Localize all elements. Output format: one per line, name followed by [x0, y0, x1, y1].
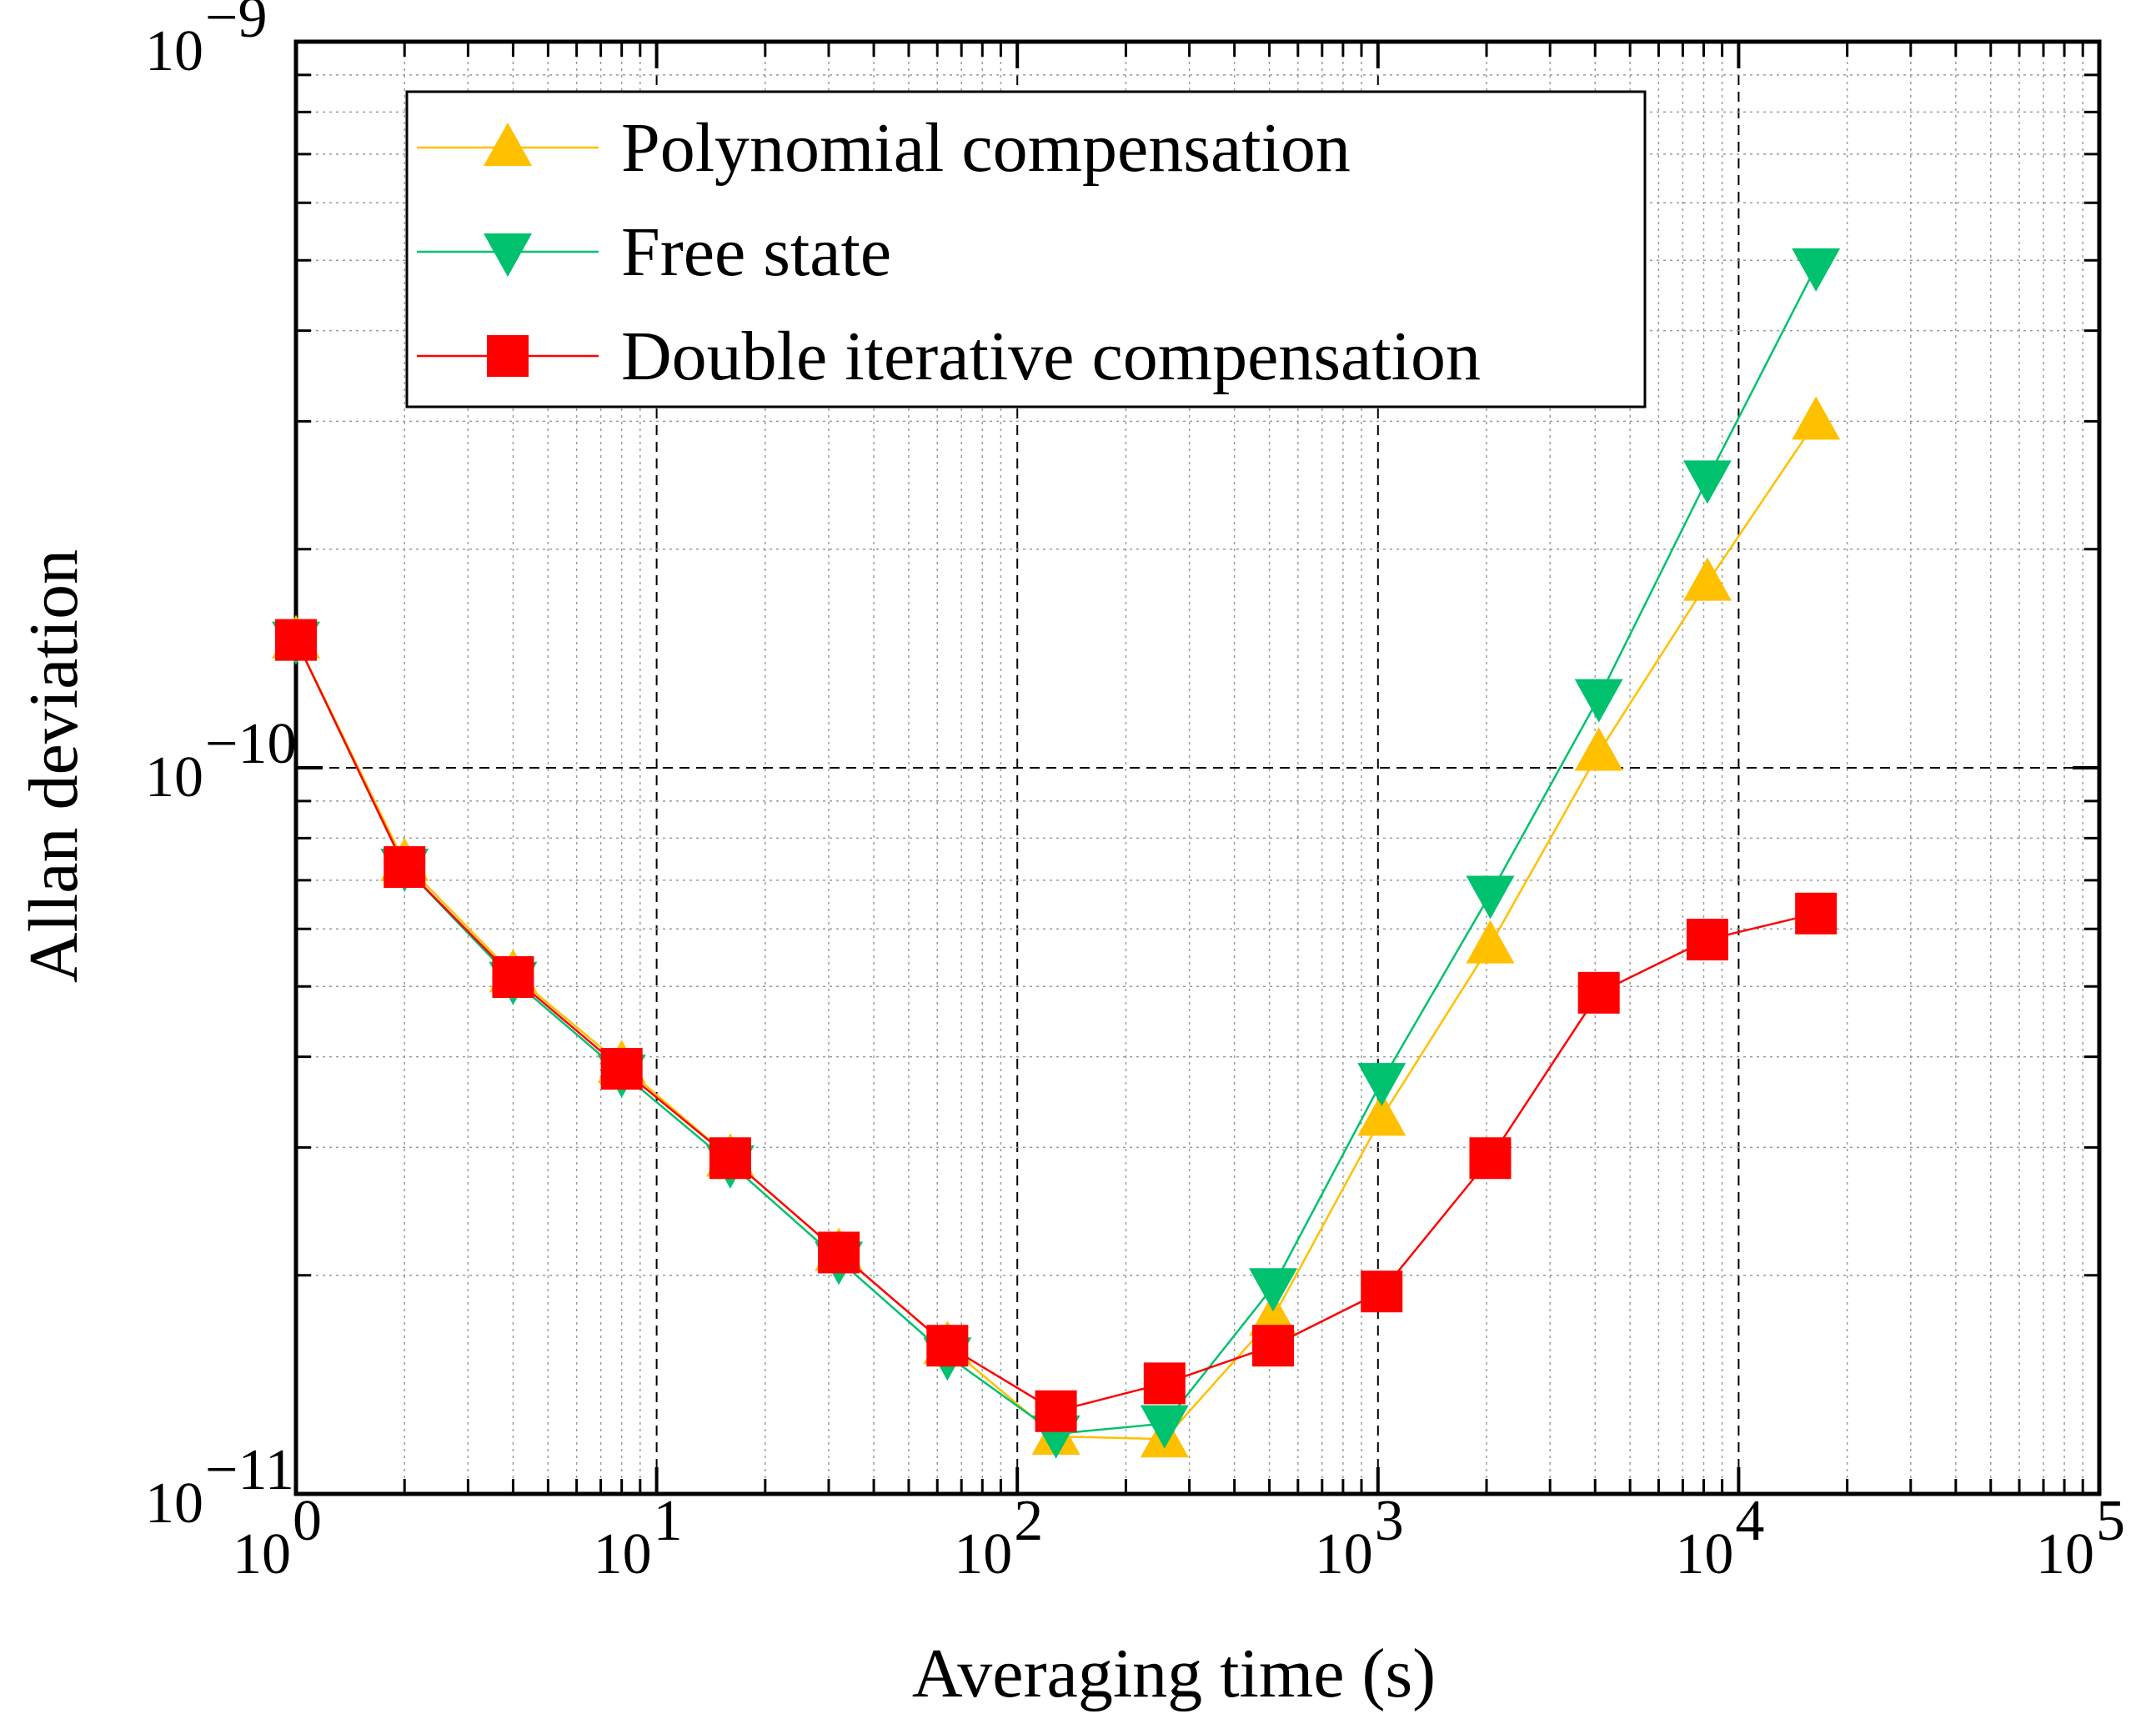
data-point — [1357, 1063, 1406, 1107]
legend-item: Double iterative compensation — [417, 318, 1481, 395]
x-tick-base: 10 — [233, 1522, 291, 1586]
data-point — [1792, 396, 1841, 440]
series-2 — [275, 619, 1838, 1432]
data-point — [492, 956, 534, 999]
legend-marker — [484, 123, 532, 166]
plot-frame — [293, 39, 2102, 1496]
y-tick-label: 10−10 — [145, 712, 296, 809]
legend: Polynomial compensation Free state Double … — [405, 90, 1647, 408]
legend-item: Polynomial compensation — [417, 109, 1351, 187]
data-point — [384, 846, 426, 889]
data-point — [1466, 920, 1515, 964]
legend-marker — [487, 335, 529, 377]
data-point — [1252, 1325, 1295, 1367]
data-point — [1143, 1362, 1186, 1405]
x-tick-label: 103 — [1315, 1489, 1404, 1586]
data-point — [1466, 875, 1515, 920]
data-point — [1035, 1390, 1077, 1432]
x-tick-label: 100 — [233, 1489, 322, 1586]
x-tick-label: 104 — [1675, 1489, 1764, 1586]
y-tick-exponent: −9 — [205, 0, 267, 50]
legend-label: Free state — [621, 213, 891, 291]
data-point — [709, 1137, 751, 1180]
y-tick-base: 10 — [145, 745, 203, 809]
series-0 — [272, 396, 1841, 1458]
y-tick-label: 10−9 — [145, 0, 267, 83]
x-tick-label: 105 — [2036, 1489, 2125, 1586]
data-point — [1469, 1137, 1512, 1180]
data-point — [1361, 1270, 1403, 1313]
data-point — [1682, 460, 1732, 504]
y-tick-label: 10−11 — [145, 1438, 294, 1536]
x-axis-title: Averaging time (s) — [912, 1635, 1436, 1712]
legend-label: Polynomial compensation — [621, 109, 1351, 187]
x-tick-exponent: 0 — [293, 1489, 322, 1553]
data-point — [1140, 1405, 1189, 1449]
data-point — [1686, 919, 1728, 961]
data-point — [1792, 248, 1841, 292]
x-tick-label: 102 — [954, 1489, 1043, 1586]
series-line — [294, 266, 1818, 1436]
data-point — [818, 1231, 860, 1274]
data-point — [1795, 892, 1838, 935]
legend-box — [405, 90, 1647, 408]
x-tick-exponent: 2 — [1014, 1489, 1043, 1553]
x-tick-exponent: 4 — [1735, 1489, 1764, 1553]
data-point — [275, 619, 317, 661]
x-tick-base: 10 — [954, 1522, 1012, 1586]
x-tick-label: 101 — [594, 1489, 683, 1586]
legend-item: Free state — [417, 213, 891, 291]
x-tick-base: 10 — [2036, 1522, 2094, 1586]
data-point — [1682, 557, 1732, 601]
y-tick-base: 10 — [145, 19, 203, 83]
x-tick-base: 10 — [1315, 1522, 1373, 1586]
data-point — [1249, 1268, 1298, 1312]
data-point — [1574, 679, 1623, 723]
x-tick-exponent: 5 — [2096, 1489, 2125, 1553]
x-tick-base: 10 — [1675, 1522, 1733, 1586]
legend-marker — [484, 233, 532, 277]
series-1 — [272, 248, 1841, 1459]
data-point — [600, 1048, 643, 1090]
series-layer — [272, 248, 1841, 1459]
y-tick-exponent: −11 — [205, 1438, 294, 1502]
data-point — [1357, 1092, 1406, 1136]
y-tick-base: 10 — [145, 1471, 203, 1536]
y-tick-exponent: −10 — [205, 712, 296, 776]
series-line — [294, 420, 1818, 1441]
x-tick-base: 10 — [594, 1522, 652, 1586]
x-tick-exponent: 1 — [654, 1489, 683, 1553]
data-point — [1577, 971, 1620, 1014]
legend-label: Double iterative compensation — [621, 318, 1481, 395]
data-point — [926, 1325, 969, 1367]
x-tick-exponent: 3 — [1375, 1489, 1404, 1553]
y-axis-title: Allan deviation — [15, 549, 93, 983]
data-point — [1574, 727, 1623, 771]
